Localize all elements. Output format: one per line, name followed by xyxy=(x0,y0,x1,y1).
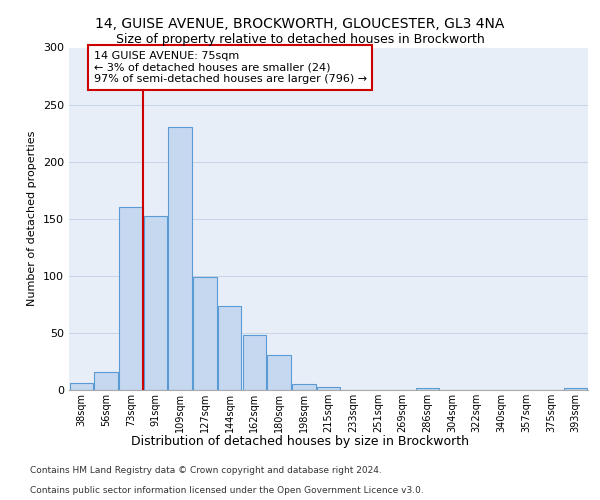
Text: 14, GUISE AVENUE, BROCKWORTH, GLOUCESTER, GL3 4NA: 14, GUISE AVENUE, BROCKWORTH, GLOUCESTER… xyxy=(95,18,505,32)
Bar xyxy=(94,372,118,390)
Bar xyxy=(70,383,93,390)
Bar xyxy=(144,216,167,390)
Bar xyxy=(169,128,192,390)
Bar xyxy=(292,384,316,390)
Bar xyxy=(242,335,266,390)
Bar xyxy=(218,306,241,390)
Bar xyxy=(317,386,340,390)
Bar xyxy=(193,277,217,390)
Text: Distribution of detached houses by size in Brockworth: Distribution of detached houses by size … xyxy=(131,435,469,448)
Bar xyxy=(416,388,439,390)
Text: Contains public sector information licensed under the Open Government Licence v3: Contains public sector information licen… xyxy=(30,486,424,495)
Text: Contains HM Land Registry data © Crown copyright and database right 2024.: Contains HM Land Registry data © Crown c… xyxy=(30,466,382,475)
Bar xyxy=(564,388,587,390)
Y-axis label: Number of detached properties: Number of detached properties xyxy=(28,131,37,306)
Bar xyxy=(268,354,291,390)
Text: Size of property relative to detached houses in Brockworth: Size of property relative to detached ho… xyxy=(116,32,484,46)
Bar xyxy=(119,208,143,390)
Text: 14 GUISE AVENUE: 75sqm
← 3% of detached houses are smaller (24)
97% of semi-deta: 14 GUISE AVENUE: 75sqm ← 3% of detached … xyxy=(94,51,367,84)
